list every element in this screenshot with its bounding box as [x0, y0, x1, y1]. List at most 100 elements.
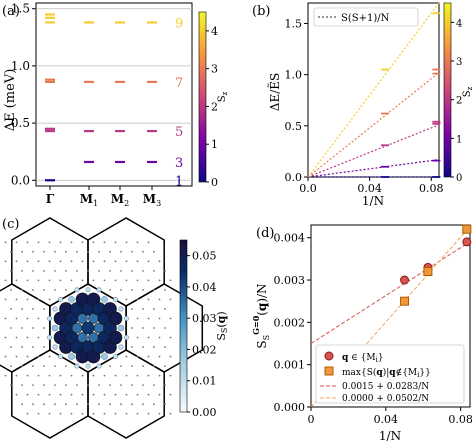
level-label: 3: [175, 156, 183, 171]
panel-a-label: (a): [2, 4, 20, 19]
lattice-dot: [59, 241, 62, 244]
lattice-dot: [136, 412, 139, 415]
lattice-dot: [43, 384, 45, 387]
lattice-dot: [125, 355, 128, 358]
lattice-dot: [4, 260, 7, 263]
lattice-dot: [10, 269, 12, 272]
lattice-dot: [153, 384, 155, 387]
lattice-dot: [103, 393, 106, 396]
lattice-dot: [21, 384, 23, 387]
lattice-dot: [136, 317, 139, 320]
ytick-label-b: 1.5: [285, 17, 303, 30]
xtick-label-b: 0.04: [357, 182, 382, 195]
lattice-dot: [136, 260, 139, 263]
structure-factor-spot: [124, 335, 130, 341]
lattice-dot: [169, 279, 172, 282]
lattice-dot: [153, 288, 155, 291]
level-label: 1: [175, 174, 183, 189]
xtick-label-a: M3: [143, 192, 161, 208]
lattice-dot: [21, 250, 23, 253]
panel-c-label: (c): [2, 217, 19, 232]
lattice-dot: [136, 393, 139, 396]
structure-factor-spot: [46, 315, 52, 321]
lattice-dot: [142, 327, 144, 329]
lattice-dot: [65, 403, 67, 406]
lattice-dot: [65, 250, 67, 253]
panel-d-xlabel: 1/N: [379, 429, 401, 443]
lattice-dot: [43, 288, 45, 291]
lattice-dot: [125, 241, 128, 244]
lattice-dot: [103, 260, 106, 263]
lattice-dot: [59, 412, 62, 415]
ytick-label-d: 0.000: [274, 401, 306, 414]
lattice-dot: [87, 269, 89, 272]
lattice-dot: [142, 365, 144, 368]
lattice-dot: [43, 269, 45, 272]
lattice-dot: [131, 308, 133, 310]
lattice-dot: [125, 279, 128, 282]
lattice-dot: [169, 336, 172, 339]
panel-d-ylabel: SSG=0(q)/N: [251, 283, 271, 348]
lattice-dot: [4, 374, 7, 377]
data-point-circle: [462, 237, 472, 247]
lattice-dot: [32, 346, 34, 348]
lattice-dot: [131, 365, 133, 368]
lattice-dot: [70, 412, 73, 415]
cbtick-label-a: 0: [211, 176, 218, 189]
lattice-dot: [70, 260, 73, 263]
lattice-dot: [21, 269, 23, 272]
lattice-dot: [153, 250, 155, 253]
structure-factor-spot: [85, 363, 91, 369]
structure-factor-spot: [101, 353, 108, 360]
lattice-dot: [169, 393, 172, 396]
xtick-label-b: 0.08: [419, 182, 444, 195]
lattice-dot: [92, 374, 95, 377]
level-label: 9: [175, 16, 183, 31]
lattice-dot: [32, 288, 34, 291]
lattice-dot: [81, 260, 84, 263]
lattice-dot: [109, 288, 111, 291]
lattice-dot: [125, 412, 128, 415]
lattice-dot: [43, 308, 45, 310]
lattice-dot: [147, 355, 150, 358]
structure-factor-spot: [74, 287, 80, 293]
lattice-dot: [59, 260, 62, 263]
lattice-dot: [164, 403, 166, 406]
lattice-dot: [164, 327, 166, 329]
lattice-dot: [158, 260, 161, 263]
structure-factor-spot: [113, 296, 119, 302]
structure-factor-spot: [124, 315, 130, 321]
lattice-dot: [21, 288, 23, 291]
legend-fit-1: 0.0015 + 0.0283/N: [342, 382, 429, 392]
lattice-dot: [48, 298, 51, 301]
ytick-label-a: 0.0: [11, 173, 30, 187]
lattice-dot: [26, 317, 29, 320]
lattice-dot: [109, 365, 111, 368]
fit-line: [307, 159, 440, 178]
lattice-dot: [169, 355, 172, 358]
lattice-dot: [92, 412, 95, 415]
structure-factor-spot: [68, 353, 75, 360]
lattice-dot: [114, 260, 117, 263]
lattice-dot: [158, 393, 161, 396]
lattice-dot: [158, 336, 161, 339]
structure-factor-spot: [113, 354, 119, 360]
lattice-dot: [147, 374, 150, 377]
structure-factor-spot: [57, 354, 63, 360]
lattice-dot: [158, 412, 161, 415]
lattice-dot: [15, 393, 18, 396]
panel-b-ylabel: ΔE/ẼS: [267, 73, 282, 111]
lattice-dot: [169, 298, 172, 301]
lattice-dot: [37, 260, 40, 263]
lattice-dot: [87, 250, 89, 253]
lattice-dot: [4, 241, 7, 244]
lattice-dot: [70, 393, 73, 396]
cbtick-label-a: 3: [211, 63, 218, 76]
lattice-dot: [153, 308, 155, 310]
lattice-dot: [26, 241, 29, 244]
structure-factor-spot: [85, 287, 91, 293]
lattice-dot: [153, 346, 155, 348]
lattice-dot: [15, 336, 18, 339]
structure-factor-spot: [118, 306, 124, 312]
